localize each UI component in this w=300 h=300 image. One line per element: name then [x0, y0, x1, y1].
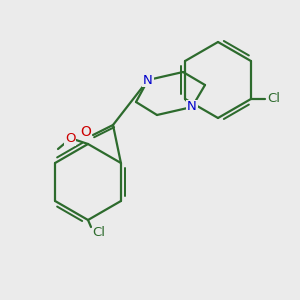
Text: O: O: [65, 133, 75, 146]
Text: Cl: Cl: [267, 92, 280, 106]
Text: Cl: Cl: [92, 226, 106, 239]
Text: O: O: [81, 125, 92, 139]
Text: N: N: [143, 74, 153, 86]
Text: N: N: [187, 100, 197, 113]
